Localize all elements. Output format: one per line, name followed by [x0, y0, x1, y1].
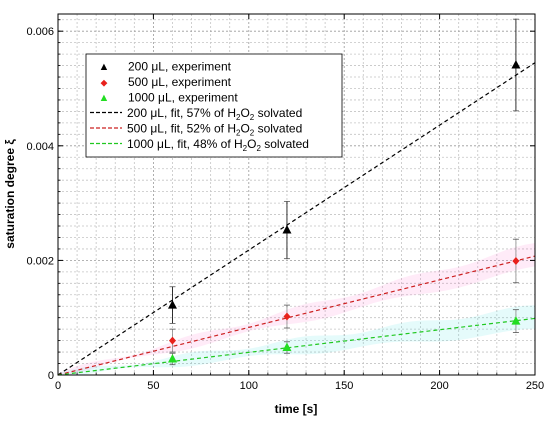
x-tick-label: 250 — [526, 380, 544, 392]
fit-line — [57, 255, 536, 376]
x-tick-label: 0 — [55, 380, 61, 392]
x-axis-title: time [s] — [275, 402, 318, 416]
x-tick-label: 200 — [430, 380, 448, 392]
data-point-triangle — [167, 300, 177, 309]
legend-label: 1000 μL, fit, 48% of H2O2 solvated — [127, 137, 309, 153]
legend-label: 500 μL, experiment — [128, 75, 232, 89]
legend-marker-icon: ◆ — [101, 78, 108, 88]
data-point-diamond — [512, 256, 520, 265]
data-point-triangle — [282, 342, 292, 351]
data-point-triangle — [511, 59, 521, 69]
fit-bands — [58, 242, 535, 375]
y-tick-label: 0.002 — [26, 255, 54, 267]
y-tick-label: 0.006 — [26, 26, 54, 38]
y-axis-title: saturation degree ξ — [3, 139, 17, 249]
fit-band — [58, 305, 535, 375]
legend-label: 1000 μL, experiment — [128, 91, 238, 105]
data-point-diamond — [168, 336, 176, 345]
fit-band — [58, 242, 535, 375]
data-point-triangle — [511, 316, 521, 325]
legend-box — [85, 53, 343, 158]
fit-line — [57, 317, 536, 376]
legend-marker-icon: ▲ — [99, 92, 110, 104]
legend-label: 200 μL, experiment — [128, 60, 232, 74]
legend-marker-icon: ▲ — [99, 61, 110, 73]
y-tick-label: 0 — [48, 370, 54, 382]
plot-frame — [57, 13, 536, 376]
data-point-triangle — [282, 225, 292, 234]
fit-lines — [57, 62, 536, 376]
y-tick-label: 0.004 — [26, 141, 54, 153]
x-tick-label: 150 — [335, 380, 353, 392]
legend-label: 500 μL, fit, 52% of H2O2 solvated — [127, 122, 302, 138]
data-points — [167, 18, 521, 366]
legend-label: 200 μL, fit, 57% of H2O2 solvated — [127, 106, 302, 122]
x-tick-label: 100 — [240, 380, 258, 392]
data-point-triangle — [167, 353, 177, 363]
x-tick-label: 50 — [147, 380, 159, 392]
legend: ▲ 200 μL, experiment ◆ 500 μL, experiment ▲ 1… — [85, 53, 343, 158]
data-point-diamond — [283, 312, 291, 321]
axis-ticks: 0 50 100 150 200 250 0 0.002 0.004 0.006 — [26, 14, 544, 392]
